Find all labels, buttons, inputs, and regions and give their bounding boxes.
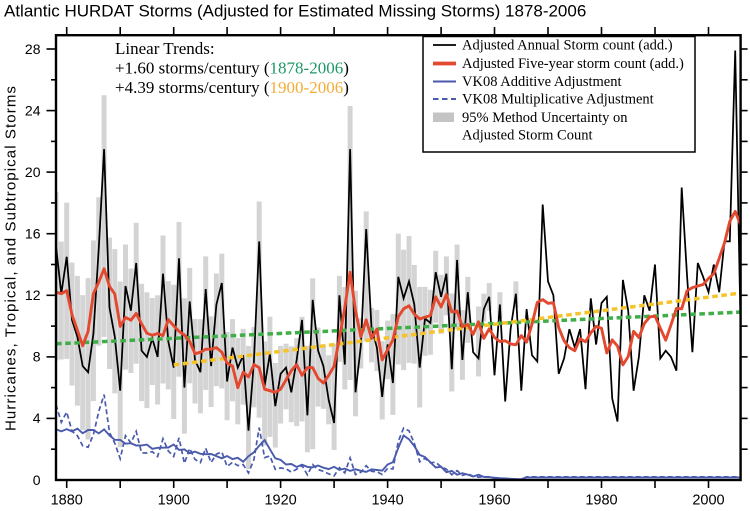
svg-text:0: 0	[33, 472, 41, 488]
svg-text:1980: 1980	[585, 493, 617, 507]
svg-text:VK08 Multiplicative Adjustment: VK08 Multiplicative Adjustment	[462, 92, 654, 108]
svg-text:95% Method Uncertainty on: 95% Method Uncertainty on	[462, 110, 628, 126]
svg-text:2000: 2000	[692, 493, 724, 507]
svg-text:Adjusted Annual Storm count (a: Adjusted Annual Storm count (add.)	[462, 38, 673, 54]
svg-text:Atlantic HURDAT Storms (Adjust: Atlantic HURDAT Storms (Adjusted for Est…	[4, 2, 586, 21]
svg-text:4: 4	[33, 410, 41, 426]
svg-text:1920: 1920	[264, 493, 296, 507]
svg-text:Hurricanes, Tropical, and Subt: Hurricanes, Tropical, and Subtropical St…	[3, 85, 20, 431]
svg-text:Adjusted Storm Count: Adjusted Storm Count	[462, 128, 593, 144]
svg-text:+4.39 storms/century (1900-200: +4.39 storms/century (1900-2006)	[115, 78, 349, 97]
svg-text:Adjusted Five-year storm count: Adjusted Five-year storm count (add.)	[462, 56, 684, 72]
svg-text:12: 12	[25, 287, 41, 303]
svg-text:Linear Trends:: Linear Trends:	[115, 39, 215, 58]
svg-text:1960: 1960	[478, 493, 510, 507]
svg-text:28: 28	[25, 41, 41, 57]
svg-text:+1.60 storms/century (1878-200: +1.60 storms/century (1878-2006)	[115, 59, 349, 78]
svg-text:24: 24	[25, 102, 41, 118]
svg-text:1900: 1900	[158, 493, 190, 507]
svg-text:1940: 1940	[371, 493, 403, 507]
svg-text:20: 20	[25, 164, 41, 180]
svg-text:VK08 Additive Adjustment: VK08 Additive Adjustment	[462, 74, 622, 90]
svg-text:8: 8	[33, 349, 41, 365]
svg-text:1880: 1880	[51, 493, 83, 507]
svg-text:16: 16	[25, 226, 41, 242]
